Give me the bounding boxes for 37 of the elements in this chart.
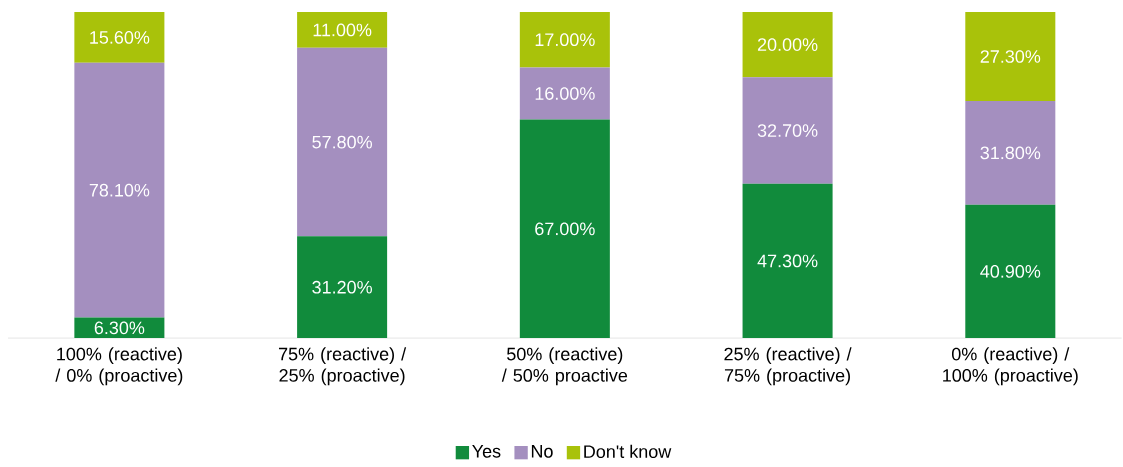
bar <box>742 12 833 78</box>
data-label: 57.80% <box>312 135 372 149</box>
bar <box>297 12 388 48</box>
legend-label: Yes <box>472 445 501 458</box>
data-label: 78.10% <box>89 183 150 197</box>
data-label: 20.00% <box>757 38 818 52</box>
data-label: 11.00% <box>313 23 372 37</box>
legend-label: Don't know <box>584 444 672 459</box>
bar <box>965 12 1056 102</box>
legend-label: No <box>531 445 553 458</box>
x-tick-label: 25% (reactive) / 75% (proactive) <box>724 347 852 386</box>
x-tick-label: 0% (reactive) / 100% (proactive) <box>943 347 1078 386</box>
bar <box>297 47 388 237</box>
bar <box>74 12 165 63</box>
x-tick-label: 50% (reactive) / 50% proactive <box>501 347 628 386</box>
data-label: 31.80% <box>980 146 1041 160</box>
bar <box>965 204 1056 339</box>
data-label: 67.00% <box>535 222 595 236</box>
bar <box>742 77 833 184</box>
bar <box>519 67 610 120</box>
data-label: 27.30% <box>980 50 1041 63</box>
data-label: 32.70% <box>757 124 818 137</box>
data-label: 6.30% <box>94 321 145 335</box>
x-tick-label: 75% (reactive) / 25% (proactive) <box>278 347 407 386</box>
data-label: 17.00% <box>535 33 595 47</box>
data-label: 16.00% <box>535 87 595 100</box>
bar <box>742 183 833 339</box>
bar <box>519 119 610 339</box>
bar <box>74 62 165 318</box>
bar <box>297 236 388 339</box>
data-label: 15.60% <box>90 31 150 44</box>
data-label: 31.20% <box>312 280 372 294</box>
x-tick-label: 100% (reactive) / 0% (proactive) <box>55 347 183 386</box>
data-label: 40.90% <box>980 265 1041 278</box>
bar <box>965 101 1056 205</box>
data-label: 47.30% <box>757 254 818 268</box>
bar <box>519 12 610 68</box>
